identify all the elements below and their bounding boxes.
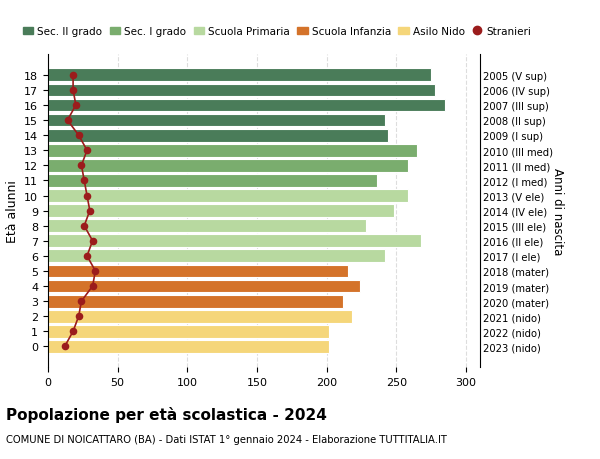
Bar [48,310,352,323]
Bar [48,84,436,97]
Point [82,252,92,260]
Point [77,162,86,170]
Point [82,192,92,200]
Point [68,328,78,335]
Y-axis label: Anni di nascita: Anni di nascita [551,168,564,255]
Point [68,72,78,79]
Bar [48,145,417,157]
Text: COMUNE DI NOICATTARO (BA) - Dati ISTAT 1° gennaio 2024 - Elaborazione TUTTITALIA: COMUNE DI NOICATTARO (BA) - Dati ISTAT 1… [6,434,447,444]
Point [63,117,73,124]
Bar [48,174,377,187]
Point [88,238,97,245]
Bar [48,114,385,127]
Bar [48,99,445,112]
Bar [48,325,329,338]
Bar [48,295,343,308]
Bar [48,205,394,218]
Point [74,313,83,320]
Point [85,207,95,215]
Legend: Sec. II grado, Sec. I grado, Scuola Primaria, Scuola Infanzia, Asilo Nido, Stran: Sec. II grado, Sec. I grado, Scuola Prim… [19,23,536,41]
Bar [48,129,388,142]
Bar [48,160,407,173]
Y-axis label: Età alunni: Età alunni [5,180,19,242]
Bar [48,190,407,202]
Point [82,147,92,155]
Point [74,132,83,140]
Point [71,102,80,109]
Point [77,298,86,305]
Point [79,223,89,230]
Bar [48,235,421,248]
Bar [48,265,347,278]
Bar [48,340,329,353]
Point [79,177,89,185]
Text: Popolazione per età scolastica - 2024: Popolazione per età scolastica - 2024 [6,406,327,422]
Point [88,283,97,290]
Point [68,87,78,95]
Bar [48,250,385,263]
Point [91,268,100,275]
Bar [48,280,360,293]
Bar [48,220,366,233]
Bar [48,69,431,82]
Point [60,343,70,350]
